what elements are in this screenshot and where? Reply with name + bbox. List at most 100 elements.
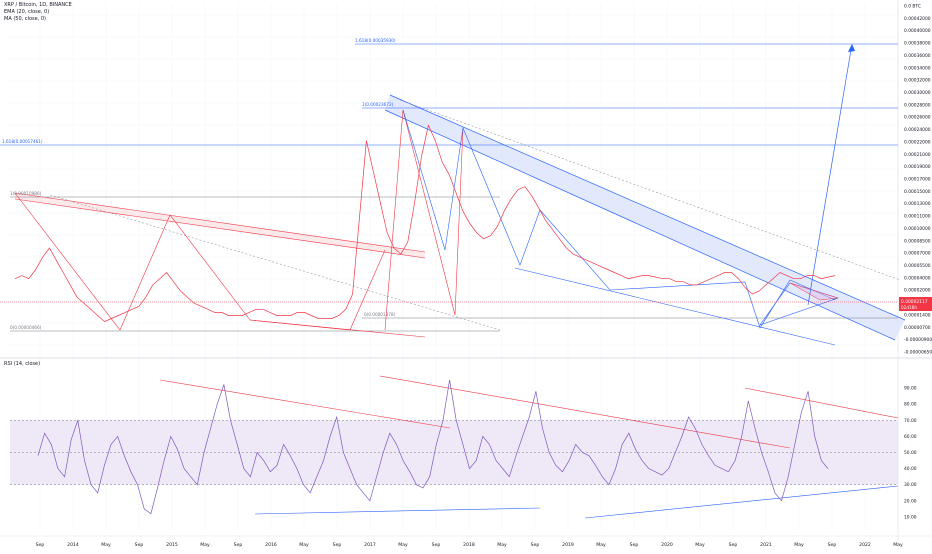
y-axis-tick-label: 0.00017000 <box>904 177 931 183</box>
x-axis-tick-label: May <box>299 542 309 548</box>
ma-indicator-label[interactable]: MA (50, close, 0) <box>4 16 47 22</box>
rsi-y-axis-tick-label: 90.00 <box>904 386 917 392</box>
y-axis-tick-label: 0.00000700 <box>904 325 931 331</box>
y-axis-tick-label: 0.00007000 <box>904 251 931 257</box>
x-axis-tick-label: May <box>200 542 210 548</box>
y-axis-tick-label: 0.00021000 <box>904 152 931 158</box>
x-axis-tick-label: May <box>695 542 705 548</box>
y-axis-tick-label: 0.00042000 <box>904 16 931 22</box>
y-axis-tick-label: 0.0 BTC <box>904 4 921 10</box>
x-axis-tick-label: May <box>893 542 903 548</box>
rsi-pane-legend: RSI (14, close) <box>4 361 40 368</box>
current-price-countdown: 02d16h <box>901 305 917 310</box>
rsi-resistance-line <box>159 379 451 429</box>
rsi-resistance-line <box>744 387 899 419</box>
dashed-trendline <box>49 194 501 331</box>
y-axis-tick-label: 0.00002000 <box>904 288 931 294</box>
x-axis-tick-label: 2014 <box>67 542 79 548</box>
rsi-y-axis-tick-label: 40.00 <box>904 466 917 472</box>
lower-support-line <box>514 267 836 346</box>
y-axis-tick-label: 0.00036000 <box>904 53 931 59</box>
rsi-indicator-label[interactable]: RSI (14, close) <box>4 361 41 367</box>
x-axis-tick-label: May <box>497 542 507 548</box>
x-axis-tick-label: Sep <box>36 542 45 548</box>
x-axis-tick-label: May <box>101 542 111 548</box>
projection-arrowhead <box>848 44 855 52</box>
y-axis-tick-label: 0.00019000 <box>904 164 931 170</box>
fib-level-label: 1.618(0.00035930) <box>355 38 396 43</box>
current-price-value: 0.00002117 <box>901 299 928 305</box>
rsi-support-line <box>254 507 541 515</box>
x-axis-tick-label: Sep <box>234 542 243 548</box>
y-axis-tick-label: 0.00028000 <box>904 102 931 108</box>
zigzag-red <box>14 192 386 331</box>
rsi-support-line <box>584 485 899 519</box>
y-axis-tick-label: 0.00013000 <box>904 201 931 207</box>
price-series-line[interactable] <box>14 124 836 323</box>
channel-upper-line <box>389 94 906 321</box>
rsi-y-axis-tick-label: 10.00 <box>904 514 917 520</box>
x-axis-tick-label: Sep <box>630 542 639 548</box>
rsi-y-axis-tick-label: 70.00 <box>904 418 917 424</box>
x-axis-tick-label: 2020 <box>661 542 673 548</box>
y-axis-tick-label: -0.00000900 <box>904 337 932 343</box>
x-axis-tick-label: 2017 <box>364 542 376 548</box>
y-axis-tick-label: 0.00038000 <box>904 41 931 47</box>
x-axis-tick-label: Sep <box>531 542 540 548</box>
y-axis-tick-label: 0.00022000 <box>904 139 931 145</box>
x-axis-tick-label: Sep <box>828 542 837 548</box>
x-axis-tick-label: May <box>398 542 408 548</box>
dashed-trendline <box>399 99 901 281</box>
y-axis-tick-label: 0.00040000 <box>904 28 931 34</box>
y-axis-tick-label: 0.00001400 <box>904 312 931 318</box>
y-axis-tick-label: 0.00030000 <box>904 90 931 96</box>
descending-channel-band <box>385 95 905 340</box>
projection-arrow <box>807 43 853 306</box>
x-axis-tick-label: Sep <box>333 542 342 548</box>
y-axis-tick-label: -0.00000650 <box>904 350 932 356</box>
fib-level-label: 1(0.00010986) <box>10 191 42 196</box>
x-axis-tick-label: Sep <box>135 542 144 548</box>
zigzag-red-2 <box>384 109 464 331</box>
rsi-series-line[interactable] <box>37 379 829 515</box>
y-axis-tick-label: 0.00005500 <box>904 263 931 269</box>
red-channel-upper <box>14 192 426 253</box>
x-axis-tick-label: 2019 <box>562 542 574 548</box>
x-axis-tick-label: 2021 <box>760 542 772 548</box>
x-axis-tick-label: May <box>794 542 804 548</box>
y-axis-tick-label: 0.00032000 <box>904 78 931 84</box>
rsi-y-axis-tick-label: 20.00 <box>904 498 917 504</box>
x-axis-tick-label: 2022 <box>859 542 871 548</box>
red-channel-band <box>15 193 425 258</box>
x-axis-tick-label: 2016 <box>265 542 277 548</box>
x-axis-tick-label: Sep <box>432 542 441 548</box>
y-axis-tick-label: 0.00026000 <box>904 115 931 121</box>
red-channel-lower <box>14 198 426 259</box>
rsi-y-axis-tick-label: 80.00 <box>904 402 917 408</box>
y-axis-tick-label: 0.00011000 <box>904 214 931 220</box>
y-axis-tick-label: 0.00004000 <box>904 275 931 281</box>
rsi-y-axis-tick-label: 60.00 <box>904 434 917 440</box>
y-axis-tick-label: 0.00034000 <box>904 65 931 71</box>
fib-level-label: 1(0.00023672) <box>362 102 394 107</box>
fib-level-label: 0(0.00000466) <box>10 325 42 330</box>
rsi-y-axis-tick-label: 30.00 <box>904 482 917 488</box>
fib-level-label: 1.618(0.00017461) <box>2 139 43 144</box>
x-axis-tick-label: 2015 <box>166 542 178 548</box>
x-axis-tick-label: 2018 <box>463 542 475 548</box>
symbol-title[interactable]: XRP / Bitcoin, 1D, BINANCE <box>4 2 72 8</box>
y-axis-tick-label: 0.00010000 <box>904 226 931 232</box>
rsi-y-axis-tick-label: 50.00 <box>904 450 917 456</box>
ema-indicator-label[interactable]: EMA (20, close, 0) <box>4 9 50 15</box>
x-axis-tick-label: May <box>596 542 606 548</box>
main-pane-legend: XRP / Bitcoin, 1D, BINANCE EMA (20, clos… <box>4 2 72 23</box>
channel-lower-line <box>384 109 896 341</box>
y-axis-tick-label: 0.00008500 <box>904 238 931 244</box>
red-support-line <box>249 319 426 338</box>
current-price-tag <box>899 297 932 311</box>
fib-level-label: 0(0.00001378) <box>364 312 396 317</box>
x-axis-tick-label: Sep <box>729 542 738 548</box>
y-axis-tick-label: 0.00015000 <box>904 189 931 195</box>
